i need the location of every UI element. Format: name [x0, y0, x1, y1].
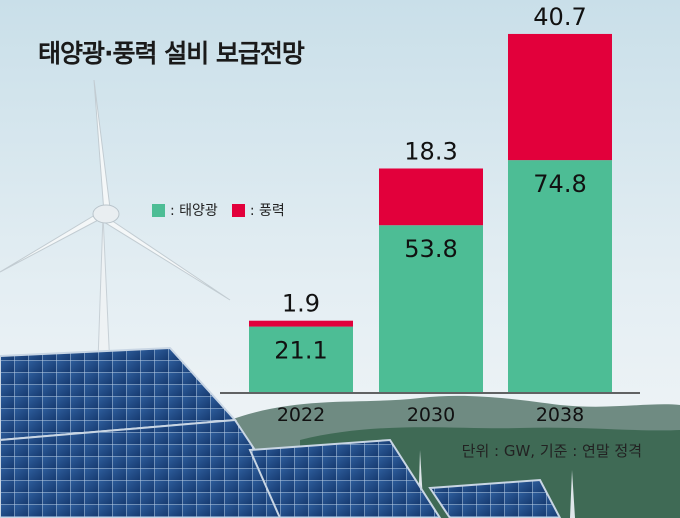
bar-wind-2022 [249, 320, 353, 327]
wind-turbine-icon [0, 79, 231, 391]
bar-solar-2030 [379, 225, 483, 392]
legend-swatch-solar [152, 203, 165, 217]
legend-item-wind: : 풍력 [231, 200, 285, 220]
bar-wind-2038 [508, 33, 612, 161]
legend-swatch-wind [231, 203, 245, 217]
unit-note: 단위 : GW, 기준 : 연말 정격 [461, 442, 642, 460]
bar-wind-2030 [379, 168, 483, 226]
x-tick-label-2038: 2038 [536, 404, 584, 426]
data-label-solar-2038: 74.8 [533, 170, 586, 198]
data-label-wind-2022: 1.9 [282, 290, 320, 318]
data-label-wind-2038: 40.7 [533, 3, 586, 31]
bar-solar-2022 [249, 326, 353, 392]
legend: : 태양광 : 풍력 [152, 200, 299, 220]
x-tick-label-2030: 2030 [407, 404, 455, 426]
data-label-solar-2030: 53.8 [404, 235, 457, 263]
chart-title: 태양광·풍력 설비 보급전망 [38, 39, 305, 68]
data-label-wind-2030: 18.3 [404, 137, 457, 165]
legend-item-solar: : 태양광 [152, 200, 218, 220]
legend-label-wind: : 풍력 [249, 203, 285, 219]
solar-panel-icon [0, 346, 562, 518]
data-label-solar-2022: 21.1 [274, 337, 327, 365]
legend-label-solar: : 태양광 [170, 203, 218, 219]
bar-solar-2038 [508, 160, 612, 392]
x-tick-label-2022: 2022 [277, 404, 325, 426]
